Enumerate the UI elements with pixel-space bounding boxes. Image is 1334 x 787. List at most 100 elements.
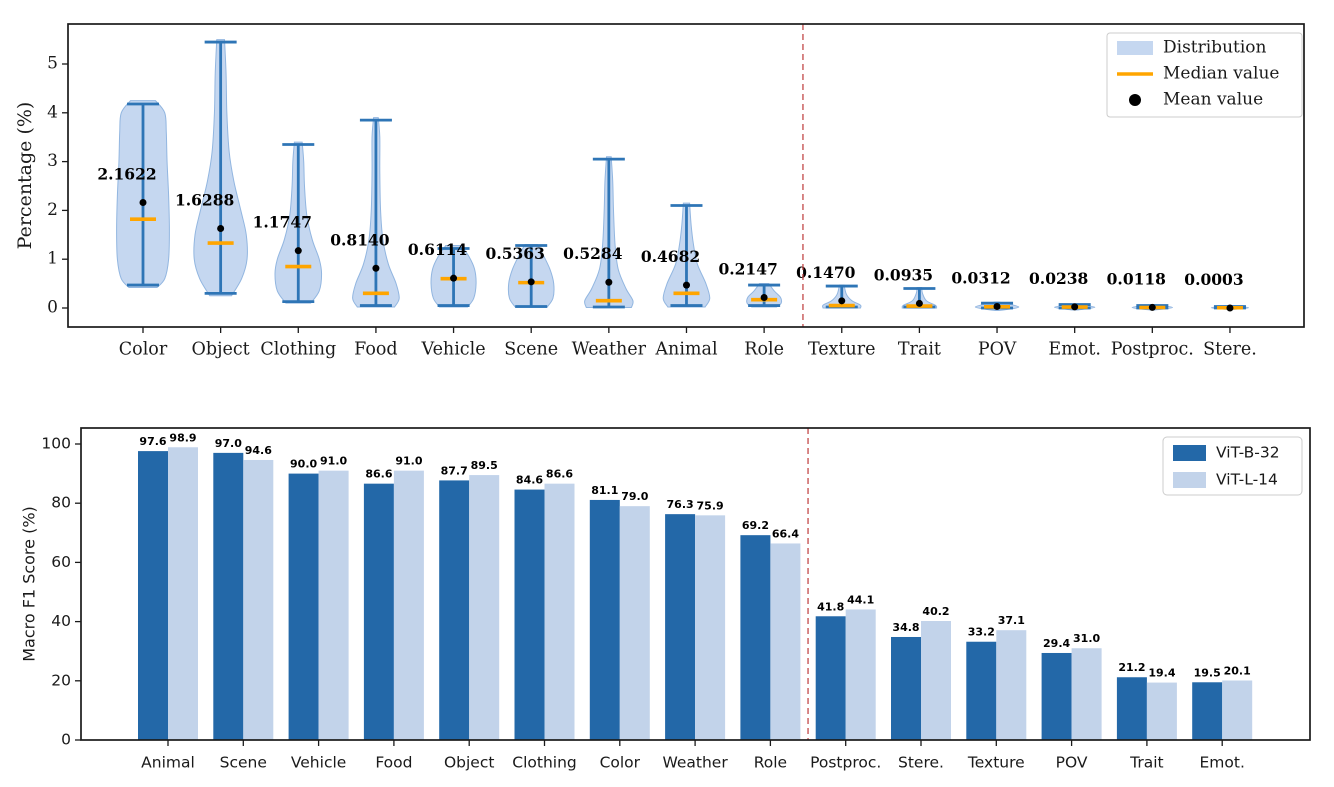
bar-vit-b-32-pov [1041,652,1072,740]
y-tick-label: 1 [47,249,58,269]
violin-texture: 0.1470 [796,263,862,309]
violin-clothing: 1.1747 [253,141,323,304]
mean-value-label: 1.1747 [253,213,312,232]
x-tick-label: Vehicle [421,340,486,360]
violin-legend: Distribution Median value Mean value [1106,32,1303,118]
violin-scene: 0.5363 [486,244,555,309]
bar-vit-l-14-object [469,475,500,740]
bar-vit-l-14-pov [1071,648,1102,740]
x-tick-label: Food [375,754,412,772]
x-tick-label: Postproc. [1111,340,1194,360]
y-tick-label: 40 [51,612,71,630]
x-tick-label: Trait [1129,754,1163,772]
mean-dot [527,278,535,286]
bar-vit-b-32-clothing [514,489,545,740]
bar-vit-b-32-food [363,483,394,740]
plot-box [80,427,1311,741]
bar-vit-l-14-food [393,470,424,740]
y-tick-label: 5 [47,54,58,74]
y-tick-label: 60 [51,553,71,571]
bar-value-label: 91.0 [395,455,422,468]
bar-value-label: 44.1 [847,593,874,606]
bar-value-label: 21.2 [1118,661,1145,674]
x-tick-label: Weather [662,754,728,772]
x-tick-label: Food [354,340,397,360]
mean-value-label: 0.2147 [718,260,777,279]
bar-value-label: 19.5 [1194,666,1221,679]
x-tick-label: Vehicle [291,754,346,772]
bar-value-label: 40.2 [922,605,949,618]
violin-pov: 0.0312 [951,268,1020,311]
bar-value-label: 19.4 [1148,667,1175,680]
bar-value-label: 97.6 [139,435,166,448]
legend-label: ViT-L-14 [1216,471,1278,489]
bar-value-label: 29.4 [1043,637,1070,650]
mean-dot [915,299,923,307]
legend-label: Mean value [1163,90,1263,110]
x-tick-label: Texture [967,754,1025,772]
bar-value-label: 75.9 [697,499,724,512]
bar-vit-b-32-scene [213,452,244,740]
bar-value-label: 20.1 [1224,665,1251,678]
bar-vit-l-14-color [619,506,650,740]
violin-postproc: 0.0118 [1107,269,1174,311]
bar-vit-l-14-postproc [845,609,876,740]
bar-vit-l-14-animal [168,447,198,740]
violin-role: 0.2147 [718,260,783,308]
legend-label: Median value [1163,64,1279,84]
y-tick-label: 20 [51,671,71,689]
bar-value-label: 66.4 [772,527,799,540]
mean-value-label: 0.8140 [330,230,390,249]
bar-vit-l-14-scene [243,459,274,740]
bar-vit-l-14-role [770,543,801,740]
x-tick-label: Trait [898,340,941,360]
violin-color: 2.1622 [97,100,170,289]
mean-value-label: 0.0003 [1184,270,1243,289]
bar-vit-l-14-vehicle [318,470,349,740]
mean-value-label: 0.0118 [1107,269,1166,288]
bar-vit-b-32-object [439,480,470,740]
violin-emot: 0.0238 [1029,269,1096,311]
y-axis-title: Percentage (%) [14,102,36,250]
violin-food: 0.8140 [330,117,400,308]
y-tick-label: 3 [47,151,58,171]
x-tick-label: Animal [141,754,195,772]
mean-dot [760,294,768,302]
bar-value-label: 37.1 [998,614,1025,627]
bar-vit-b-32-role [740,535,771,740]
x-tick-label: Clothing [512,754,576,772]
x-tick-label: Animal [654,340,718,360]
y-tick-label: 0 [61,731,71,749]
mean-value-label: 1.6288 [175,191,234,210]
bar-value-label: 84.6 [516,474,543,487]
x-tick-label: Color [600,754,641,772]
y-axis-title: Macro F1 Score (%) [20,506,39,662]
mean-dot [450,274,458,282]
bar-value-label: 31.0 [1073,632,1100,645]
y-tick-label: 4 [47,102,58,122]
mean-dot [1148,303,1156,311]
bar-value-label: 97.0 [215,437,242,450]
mean-value-label: 0.0312 [951,268,1010,287]
mean-value-label: 0.0935 [874,265,933,284]
x-tick-label: Stere. [1203,340,1257,360]
bar-value-label: 81.1 [591,484,618,497]
bar-value-label: 33.2 [968,626,995,639]
mean-dot [993,302,1001,310]
mean-dot [1071,303,1079,311]
x-tick-label: Scene [504,340,558,360]
bar-vit-b-32-color [589,499,620,740]
legend-label: Distribution [1163,38,1267,58]
bar-vit-l-14-texture [996,630,1027,740]
bar-vit-b-32-animal [138,451,168,740]
violin-vehicle: 0.6114 [408,240,477,308]
x-tick-label: Emot. [1048,340,1101,360]
mean-value-label: 0.0238 [1029,269,1088,288]
legend-item: ViT-B-32 [1173,444,1280,462]
violin-weather: 0.5284 [563,156,634,309]
bar-value-label: 79.0 [621,490,648,503]
x-tick-label: Weather [572,340,647,360]
violin-stere: 0.0003 [1184,270,1250,312]
